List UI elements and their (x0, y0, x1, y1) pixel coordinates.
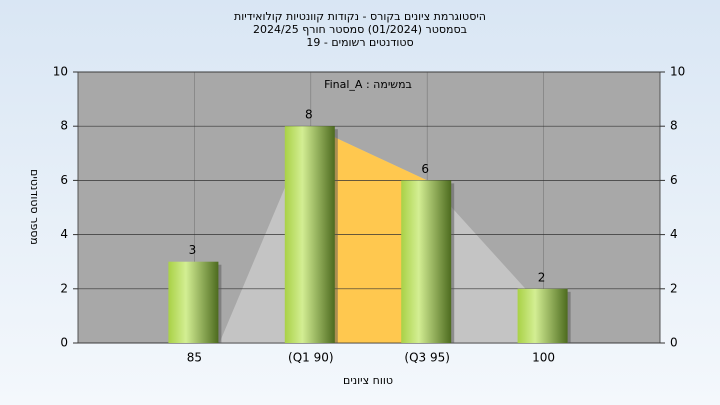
y2-tick-label: 2 (670, 281, 678, 295)
y2-tick-label: 8 (670, 119, 678, 133)
y2-tick-label: 10 (670, 65, 685, 79)
bar (517, 288, 568, 343)
y-tick-label: 10 (53, 65, 68, 79)
y-tick-label: 6 (60, 173, 68, 187)
chart-title: היסטוגרמת ציונים בקורס - נקודות קוונטיות… (234, 10, 486, 23)
chart-subtitle: סטודנטים רשומים - 19 (306, 36, 413, 49)
bar (401, 180, 452, 343)
x-tick-label: 85 (187, 351, 202, 365)
y-tick-label: 0 (60, 336, 68, 350)
y-axis-label: מספר סטודנטים (28, 169, 41, 245)
x-tick-label: (Q3 95) (404, 351, 450, 365)
y2-tick-label: 0 (670, 336, 678, 350)
y2-tick-label: 4 (670, 227, 678, 241)
value-label: 3 (189, 243, 197, 257)
x-axis-label: טווח ציונים (343, 374, 393, 387)
value-label: 6 (421, 162, 429, 176)
value-label: 2 (538, 270, 546, 284)
bar (284, 126, 335, 343)
y2-tick-label: 6 (670, 173, 678, 187)
value-label: 8 (305, 108, 313, 122)
chart-subtitle: בסמסטר (01/2024) סמסטר חורף 2024/25 (253, 23, 467, 36)
y-tick-label: 4 (60, 227, 68, 241)
y-tick-label: 2 (60, 281, 68, 295)
bar (168, 261, 219, 343)
y-tick-label: 8 (60, 119, 68, 133)
x-tick-label: (Q1 90) (288, 351, 334, 365)
annotation: במשימה : Final_A (324, 78, 412, 91)
x-tick-label: 100 (532, 351, 555, 365)
